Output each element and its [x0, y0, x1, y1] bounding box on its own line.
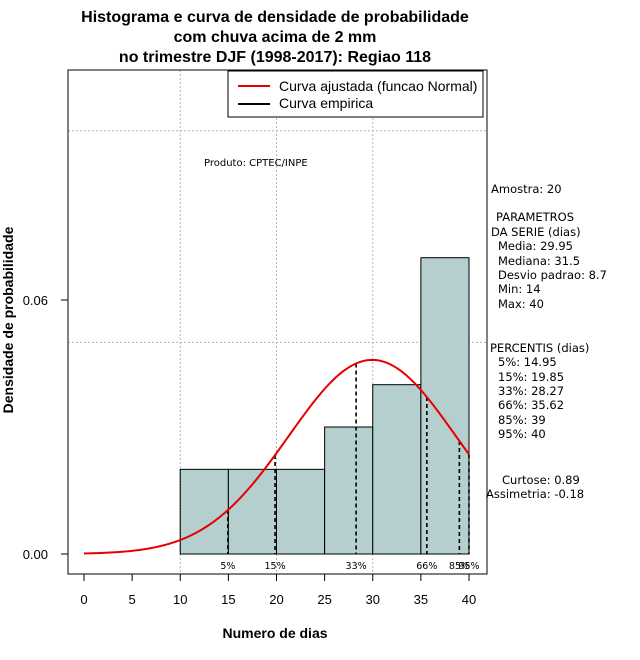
x-tick-label: 10	[173, 592, 187, 607]
histogram-bar	[372, 384, 422, 555]
legend-label-fitted-curve: Curva ajustada (funcao Normal)	[279, 78, 477, 94]
stats-percentil-33: 33%: 28.27	[498, 384, 564, 398]
percentile-label: 15%	[264, 561, 285, 572]
normal-curve	[83, 358, 470, 555]
normal-curve-group	[83, 358, 470, 555]
chart-title-line-3: no trimestre DJF (1998-2017): Regiao 118	[119, 49, 431, 66]
percentile-label: 95%	[458, 561, 479, 572]
histogram-bar	[324, 426, 374, 555]
stats-param-min: Min: 14	[498, 282, 541, 296]
legend-box	[227, 70, 484, 118]
percentile-label: 66%	[416, 561, 437, 572]
histogram-bar	[179, 468, 229, 555]
stats-curtose: Curtose: 0.89	[502, 473, 580, 487]
histogram-bar	[420, 257, 470, 555]
histogram-bar	[227, 468, 277, 555]
x-tick-label: 15	[221, 592, 235, 607]
x-axis: 0 5 10 15 20 25 30 35 40	[80, 573, 476, 607]
stats-panel: Amostra: 20 PARAMETROS DA SERIE (dias) M…	[486, 182, 607, 501]
percentile-label: 85%	[449, 561, 470, 572]
y-tick-label: 0.06	[23, 293, 48, 308]
x-axis-label: Numero de dias	[222, 625, 327, 641]
histogram-bar	[276, 468, 326, 555]
histogram-bars	[179, 257, 470, 555]
stats-percentil-5: 5%: 14.95	[498, 355, 557, 369]
stats-percentis-title: PERCENTIS (dias)	[490, 341, 589, 355]
legend: Curva ajustada (funcao Normal) Curva emp…	[227, 70, 484, 118]
x-tick-label: 40	[462, 592, 476, 607]
stats-param-median: Mediana: 31.5	[498, 254, 580, 268]
x-tick-label: 0	[80, 592, 87, 607]
stats-sample-size: Amostra: 20	[491, 182, 562, 196]
stats-percentil-95: 95%: 40	[498, 427, 546, 441]
legend-label-empirical-curve: Curva empirica	[279, 95, 373, 111]
percentile-lines: 5% 15% 33% 66% 85%95%	[220, 363, 480, 572]
x-tick-label: 25	[317, 592, 331, 607]
stats-param-mean: Media: 29.95	[498, 239, 573, 253]
stats-params-title-1: PARAMETROS	[496, 210, 574, 224]
chart-title-line-2: com chuva acima de 2 mm	[174, 29, 377, 46]
chart-title-line-1: Histograma e curva de densidade de proba…	[81, 9, 469, 26]
y-axis-label: Densidade de probabilidade	[0, 226, 16, 413]
x-tick-label: 35	[414, 592, 428, 607]
product-note: Produto: CPTEC/INPE	[204, 158, 308, 169]
stats-percentil-85: 85%: 39	[498, 413, 546, 427]
x-tick-label: 30	[366, 592, 380, 607]
y-tick-label: 0.00	[23, 547, 48, 562]
stats-percentil-15: 15%: 19.85	[498, 370, 564, 384]
stats-params-title-2: DA SERIE (dias)	[491, 225, 581, 239]
percentile-label: 33%	[346, 561, 367, 572]
y-axis: 0.00 0.06	[23, 293, 69, 562]
x-tick-label: 5	[129, 592, 136, 607]
stats-param-max: Max: 40	[498, 297, 544, 311]
stats-assimetria: Assimetria: -0.18	[486, 487, 584, 501]
percentile-label: 5%	[220, 561, 235, 572]
stats-param-sd: Desvio padrao: 8.7	[498, 268, 607, 282]
x-tick-label: 20	[269, 592, 283, 607]
stats-percentil-66: 66%: 35.62	[498, 398, 564, 412]
